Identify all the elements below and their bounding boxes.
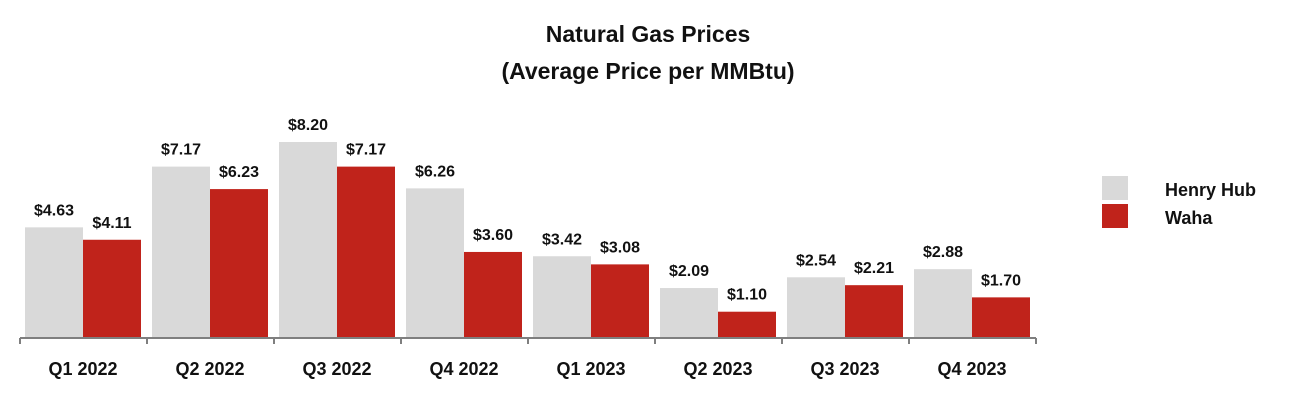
value-label-waha-q3-2023: $2.21 — [854, 260, 894, 277]
chart-subtitle: (Average Price per MMBtu) — [501, 58, 794, 84]
bar-henry-hub-q2-2023 — [660, 288, 718, 338]
value-label-waha-q3-2022: $7.17 — [346, 142, 386, 159]
bar-waha-q3-2022 — [337, 166, 395, 338]
bar-waha-q2-2022 — [210, 189, 268, 338]
legend-label-waha: Waha — [1165, 208, 1213, 228]
bar-henry-hub-q4-2022 — [406, 188, 464, 338]
value-label-henry-hub-q4-2023: $2.88 — [923, 244, 963, 261]
value-label-henry-hub-q1-2022: $4.63 — [34, 202, 74, 219]
legend-label-henry-hub: Henry Hub — [1165, 180, 1256, 200]
x-tick-label-q1-2022: Q1 2022 — [48, 359, 117, 379]
bar-henry-hub-q2-2022 — [152, 166, 210, 338]
bar-henry-hub-q1-2022 — [25, 227, 83, 338]
x-tick-label-q1-2023: Q1 2023 — [556, 359, 625, 379]
bar-waha-q2-2023 — [718, 311, 776, 338]
value-label-waha-q4-2022: $3.60 — [473, 227, 513, 244]
x-tick-group — [19, 338, 1037, 344]
value-label-waha-q4-2023: $1.70 — [981, 272, 1021, 289]
bar-waha-q4-2022 — [464, 251, 522, 338]
legend: Henry Hub Waha — [1102, 176, 1256, 228]
value-label-henry-hub-q4-2022: $6.26 — [415, 163, 455, 180]
x-tick-label-group: Q1 2022 Q2 2022 Q3 2022 Q4 2022 Q1 2023 Q2 20… — [48, 359, 1006, 379]
x-tick-label-q2-2023: Q2 2023 — [683, 359, 752, 379]
bar-waha-q4-2023 — [972, 297, 1030, 338]
x-tick-label-q3-2023: Q3 2023 — [810, 359, 879, 379]
value-label-waha-q2-2022: $6.23 — [219, 164, 259, 181]
x-tick-label-q3-2022: Q3 2022 — [302, 359, 371, 379]
bar-waha-q1-2022 — [83, 239, 141, 338]
bar-henry-hub-q3-2022 — [279, 142, 337, 338]
bar-henry-hub-q4-2023 — [914, 269, 972, 338]
bar-henry-hub-q3-2023 — [787, 277, 845, 338]
value-label-waha-q2-2023: $1.10 — [727, 287, 767, 304]
value-label-henry-hub-q3-2022: $8.20 — [288, 117, 328, 134]
value-label-henry-hub-q2-2023: $2.09 — [669, 263, 709, 280]
value-label-waha-q1-2022: $4.11 — [92, 215, 131, 232]
x-tick-label-q2-2022: Q2 2022 — [175, 359, 244, 379]
bar-group — [25, 142, 1030, 338]
value-label-waha-q1-2023: $3.08 — [600, 239, 640, 256]
legend-swatch-waha — [1102, 204, 1128, 228]
value-label-henry-hub-q2-2022: $7.17 — [161, 142, 201, 159]
legend-swatch-henry-hub — [1102, 176, 1128, 200]
bar-waha-q1-2023 — [591, 264, 649, 338]
chart-title: Natural Gas Prices — [546, 21, 751, 47]
bar-waha-q3-2023 — [845, 285, 903, 338]
value-label-henry-hub-q3-2023: $2.54 — [796, 252, 836, 269]
value-label-group: $4.63 $4.11 $7.17 $6.23 $8.20 $7.17 $6.26 $3.60… — [34, 117, 1021, 304]
x-tick-label-q4-2022: Q4 2022 — [429, 359, 498, 379]
bar-henry-hub-q1-2023 — [533, 256, 591, 338]
value-label-henry-hub-q1-2023: $3.42 — [542, 231, 582, 248]
x-tick-label-q4-2023: Q4 2023 — [937, 359, 1006, 379]
